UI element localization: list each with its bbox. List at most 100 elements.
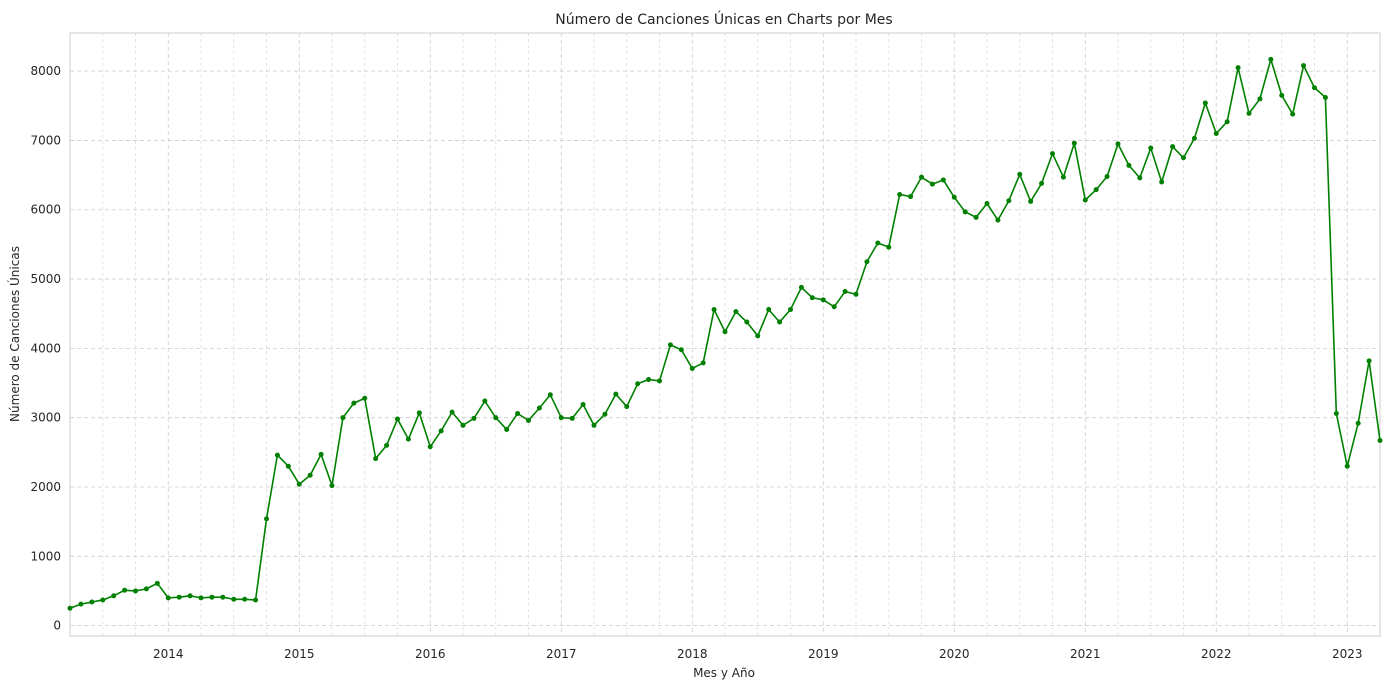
data-point xyxy=(1093,187,1099,193)
data-point xyxy=(1050,151,1055,157)
data-point xyxy=(198,595,204,601)
data-point xyxy=(788,307,793,313)
data-point xyxy=(416,410,422,416)
data-point xyxy=(602,411,608,417)
data-point xyxy=(820,297,826,303)
data-point xyxy=(657,378,662,384)
data-point xyxy=(1268,56,1274,62)
data-point xyxy=(100,597,106,603)
data-point xyxy=(296,481,302,487)
data-point xyxy=(1039,180,1045,186)
data-point xyxy=(1301,63,1307,69)
data-point xyxy=(722,329,728,335)
data-point xyxy=(143,586,149,592)
chart-title: Número de Canciones Únicas en Charts por… xyxy=(555,10,892,28)
data-point xyxy=(853,291,859,297)
x-tick-label: 2018 xyxy=(677,647,708,661)
data-point xyxy=(384,442,390,448)
data-point xyxy=(209,594,215,600)
data-point xyxy=(569,415,575,421)
grid xyxy=(69,33,1381,636)
data-point xyxy=(460,422,466,428)
data-point xyxy=(711,307,717,313)
y-tick-label: 7000 xyxy=(30,133,61,147)
data-point xyxy=(864,259,870,265)
data-point xyxy=(493,415,499,421)
data-point xyxy=(133,588,138,594)
data-point xyxy=(1257,96,1263,102)
data-point xyxy=(231,596,237,602)
data-point xyxy=(176,594,182,600)
data-point xyxy=(940,177,946,183)
data-point xyxy=(1115,141,1121,147)
x-tick-label: 2019 xyxy=(808,647,839,661)
data-point xyxy=(1137,175,1143,181)
data-point xyxy=(897,191,903,197)
data-point xyxy=(1181,155,1186,161)
data-point xyxy=(591,422,597,428)
data-point xyxy=(973,214,979,220)
x-tick-label: 2016 xyxy=(415,647,446,661)
data-point xyxy=(253,597,259,603)
data-point xyxy=(89,599,95,605)
data-point xyxy=(875,240,881,246)
x-tick-label: 2015 xyxy=(284,647,315,661)
data-point xyxy=(1344,463,1350,469)
data-point xyxy=(831,304,837,310)
data-point xyxy=(154,580,160,586)
data-point xyxy=(613,391,619,397)
data-point xyxy=(1104,173,1110,179)
y-tick-label: 5000 xyxy=(30,272,61,286)
data-point xyxy=(995,217,1001,223)
data-point xyxy=(340,415,346,421)
data-point xyxy=(809,295,815,301)
data-point xyxy=(886,244,892,250)
data-point xyxy=(547,392,553,398)
data-point xyxy=(1366,358,1372,364)
data-point xyxy=(798,284,804,290)
y-tick-label: 8000 xyxy=(30,64,61,78)
data-point xyxy=(351,400,357,406)
x-axis-ticks: 2014 2015 2016 2017 2018 2019 2020 2021 2022 2023 xyxy=(153,647,1363,661)
data-point xyxy=(580,402,586,407)
data-point xyxy=(1126,162,1132,168)
data-point xyxy=(220,594,226,600)
data-point xyxy=(1060,174,1066,180)
data-point xyxy=(307,472,313,478)
data-point xyxy=(67,605,73,611)
x-tick-label: 2021 xyxy=(1070,647,1101,661)
data-point xyxy=(842,289,848,295)
x-tick-label: 2014 xyxy=(153,647,184,661)
data-point xyxy=(1148,145,1154,151)
y-tick-label: 4000 xyxy=(30,341,61,355)
data-point xyxy=(624,404,630,410)
data-point xyxy=(929,181,935,187)
data-point xyxy=(646,377,652,383)
data-point xyxy=(405,436,411,442)
x-axis-label: Mes y Año xyxy=(693,666,755,680)
y-tick-label: 6000 xyxy=(30,203,61,217)
data-point xyxy=(329,483,335,489)
data-point xyxy=(471,415,477,421)
data-point xyxy=(373,456,379,462)
data-point xyxy=(1170,144,1176,150)
data-point xyxy=(482,398,488,404)
plot-area-frame xyxy=(69,32,1381,637)
data-point xyxy=(1333,411,1339,417)
data-point xyxy=(1202,100,1208,106)
data-point xyxy=(1224,119,1230,125)
data-point xyxy=(678,347,684,353)
data-point xyxy=(1191,135,1197,141)
data-point xyxy=(733,309,739,315)
data-point xyxy=(285,463,291,469)
y-tick-label: 3000 xyxy=(30,411,61,425)
data-point xyxy=(1312,85,1317,91)
x-tick-label: 2022 xyxy=(1201,647,1232,661)
data-point xyxy=(1159,179,1165,185)
data-point xyxy=(1028,198,1034,204)
data-point xyxy=(111,593,117,599)
data-point xyxy=(1322,94,1328,100)
data-point xyxy=(1290,111,1296,117)
